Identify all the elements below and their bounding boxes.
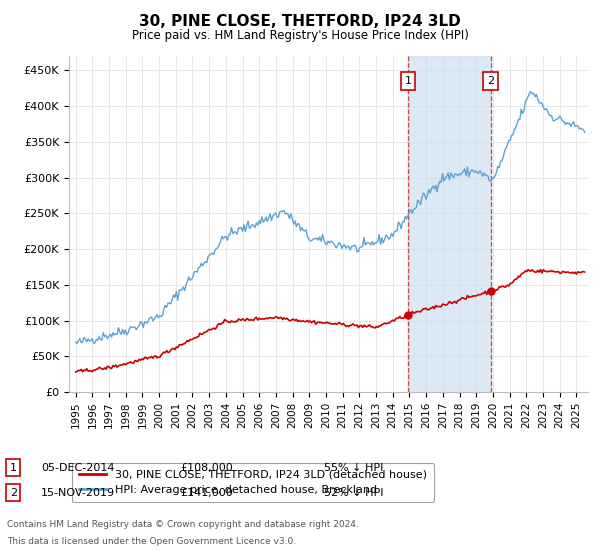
Text: 2: 2 (10, 488, 17, 498)
Text: This data is licensed under the Open Government Licence v3.0.: This data is licensed under the Open Gov… (7, 537, 296, 546)
Text: 15-NOV-2019: 15-NOV-2019 (41, 488, 115, 498)
Bar (408, 56, 491, 392)
Text: 55% ↓ HPI: 55% ↓ HPI (324, 463, 383, 473)
Text: 30, PINE CLOSE, THETFORD, IP24 3LD: 30, PINE CLOSE, THETFORD, IP24 3LD (139, 14, 461, 29)
Text: 1: 1 (404, 76, 412, 86)
Text: £108,000: £108,000 (180, 463, 233, 473)
Text: Contains HM Land Registry data © Crown copyright and database right 2024.: Contains HM Land Registry data © Crown c… (7, 520, 359, 529)
Legend: 30, PINE CLOSE, THETFORD, IP24 3LD (detached house), HPI: Average price, detache: 30, PINE CLOSE, THETFORD, IP24 3LD (deta… (72, 463, 434, 502)
Text: 2: 2 (487, 76, 494, 86)
Text: 05-DEC-2014: 05-DEC-2014 (41, 463, 115, 473)
Text: 1: 1 (10, 463, 17, 473)
Text: 52% ↓ HPI: 52% ↓ HPI (324, 488, 383, 498)
Text: Price paid vs. HM Land Registry's House Price Index (HPI): Price paid vs. HM Land Registry's House … (131, 29, 469, 42)
Text: £141,000: £141,000 (180, 488, 233, 498)
